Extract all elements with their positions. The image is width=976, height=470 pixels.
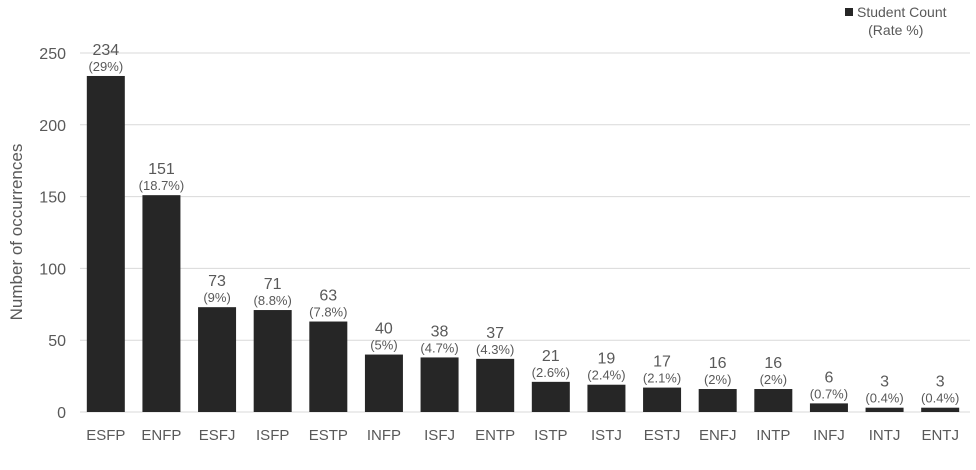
data-label-value: 71 bbox=[264, 276, 282, 293]
data-label-value: 38 bbox=[431, 323, 449, 340]
x-tick-label: ENTJ bbox=[921, 427, 959, 444]
y-axis-label: Number of occurrences bbox=[7, 144, 26, 321]
bar-entp bbox=[476, 358, 515, 412]
data-label-value: 3 bbox=[936, 374, 945, 391]
bar-estp bbox=[309, 321, 348, 412]
data-label-rate: (18.7%) bbox=[139, 178, 185, 193]
data-label-value: 16 bbox=[764, 355, 782, 372]
x-tick-label: INTP bbox=[756, 427, 790, 444]
x-tick-label: ISTP bbox=[534, 427, 567, 444]
data-label-rate: (2.1%) bbox=[643, 371, 681, 386]
x-tick-label: INFJ bbox=[813, 427, 845, 444]
data-label-rate: (0.4%) bbox=[921, 391, 959, 406]
legend-swatch bbox=[845, 8, 853, 16]
data-label-rate: (0.7%) bbox=[810, 386, 848, 401]
data-label-rate: (2%) bbox=[704, 372, 731, 387]
data-label-rate: (4.7%) bbox=[420, 340, 458, 355]
legend: Student Count (Rate %) bbox=[845, 3, 947, 39]
bar-intp bbox=[754, 389, 793, 412]
data-label-value: 17 bbox=[653, 354, 671, 371]
data-label-rate: (0.4%) bbox=[865, 391, 903, 406]
x-tick-label: ISFJ bbox=[424, 427, 455, 444]
bar-infp bbox=[364, 354, 403, 412]
data-label-value: 6 bbox=[824, 369, 833, 386]
data-label-rate: (9%) bbox=[203, 290, 230, 305]
data-label-value: 3 bbox=[880, 374, 889, 391]
x-tick-label: ISTJ bbox=[591, 427, 622, 444]
bar-entj bbox=[921, 407, 960, 412]
data-label-rate: (7.8%) bbox=[309, 305, 347, 320]
data-label-value: 234 bbox=[92, 42, 119, 59]
data-label-value: 151 bbox=[148, 161, 175, 178]
y-tick-label: 50 bbox=[48, 333, 66, 350]
legend-label: Student Count bbox=[857, 4, 947, 20]
x-tick-label: ENTP bbox=[475, 427, 515, 444]
x-tick-label: ENFJ bbox=[699, 427, 737, 444]
y-tick-label: 100 bbox=[39, 261, 66, 278]
data-label-value: 21 bbox=[542, 348, 560, 365]
data-label-value: 63 bbox=[319, 288, 337, 305]
data-label-value: 16 bbox=[709, 355, 727, 372]
x-tick-label: ENFP bbox=[141, 427, 181, 444]
x-tick-label: INFP bbox=[367, 427, 401, 444]
data-label-rate: (4.3%) bbox=[476, 342, 514, 357]
bar-infj bbox=[809, 403, 848, 412]
bar-isfp bbox=[253, 310, 292, 412]
data-label-rate: (2.4%) bbox=[587, 368, 625, 383]
data-label-rate: (8.8%) bbox=[254, 293, 292, 308]
bar-istj bbox=[587, 384, 626, 412]
data-label-rate: (5%) bbox=[370, 338, 397, 353]
data-label-rate: (29%) bbox=[88, 59, 123, 74]
x-tick-label: ISFP bbox=[256, 427, 289, 444]
bar-estj bbox=[643, 387, 682, 412]
x-tick-label: ESTJ bbox=[644, 427, 681, 444]
x-tick-label: ESFJ bbox=[199, 427, 236, 444]
data-label-value: 73 bbox=[208, 273, 226, 290]
y-tick-label: 200 bbox=[39, 118, 66, 135]
x-tick-label: ESFP bbox=[86, 427, 125, 444]
data-label-value: 40 bbox=[375, 321, 393, 338]
y-tick-label: 150 bbox=[39, 190, 66, 207]
bar-intj bbox=[865, 407, 904, 412]
bar-enfp bbox=[142, 195, 181, 412]
data-label-value: 37 bbox=[486, 325, 504, 342]
bar-esfj bbox=[198, 307, 237, 412]
bar-enfj bbox=[698, 389, 737, 412]
x-tick-label: INTJ bbox=[869, 427, 901, 444]
x-tick-label: ESTP bbox=[309, 427, 348, 444]
bar-istp bbox=[531, 381, 570, 412]
y-tick-label: 250 bbox=[39, 46, 66, 63]
bar-esfp bbox=[86, 75, 125, 412]
data-label-rate: (2%) bbox=[760, 372, 787, 387]
y-tick-label: 0 bbox=[57, 405, 66, 422]
data-label-value: 19 bbox=[598, 351, 616, 368]
bar-isfj bbox=[420, 357, 459, 412]
legend-label-rate: (Rate %) bbox=[868, 22, 924, 38]
data-label-rate: (2.6%) bbox=[532, 365, 570, 380]
